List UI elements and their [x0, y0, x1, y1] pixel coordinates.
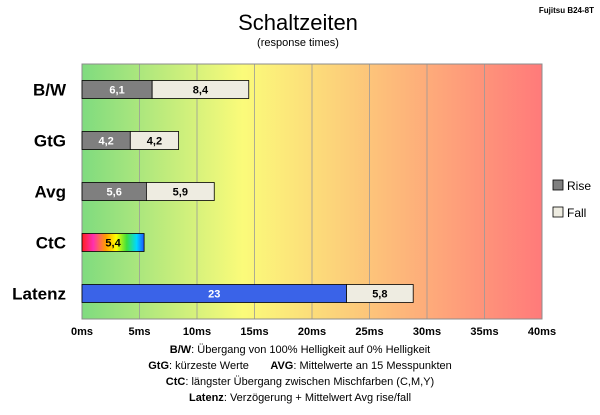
category-label: B/W [33, 81, 67, 100]
x-tick-label: 0ms [71, 326, 93, 338]
bar-value-label-fall: 4,2 [147, 136, 162, 148]
note-avg-text: Mittelwerte an 15 Messpunkten [299, 360, 452, 372]
note-latenz: Latenz: Verzögerung + Mittelwert Avg ris… [188, 392, 412, 404]
legend-swatch-rise [552, 179, 564, 191]
note-ctc-label: CtC [165, 376, 186, 388]
x-tick-label: 10ms [183, 326, 211, 338]
chart-subtitle: (response times) [257, 37, 339, 49]
bar-value-label: 5,4 [105, 238, 121, 250]
x-tick-label: 30ms [413, 326, 441, 338]
note-latenz-text: Verzögerung + Mittelwert Avg rise/fall [229, 392, 412, 404]
legend-label-fall: Fall [567, 206, 586, 220]
bar-fall [346, 284, 414, 303]
note-ctc: CtC: längster Übergang zwischen Mischfar… [165, 376, 435, 388]
category-labels: B/W GtG Avg CtC Latenz [12, 81, 67, 304]
bar-value-label-fall: 5,8 [372, 289, 387, 301]
category-label: Avg [35, 183, 67, 202]
x-axis-tick-labels: 0ms 5ms 10ms 15ms 20ms 25ms 30ms 35ms 40ms [71, 326, 556, 338]
chart-title: Schaltzeiten [238, 10, 358, 35]
bar-fall [145, 182, 215, 201]
bar-value-label-rise: 5,6 [107, 187, 122, 199]
note-gtg-text: kürzeste Werte [175, 360, 249, 372]
category-label: CtC [36, 234, 66, 253]
note-gtg-avg: GtG: kürzeste Werte AVG: Mittelwerte an … [148, 360, 452, 372]
note-gtg-label: GtG [148, 360, 170, 372]
legend-label-rise: Rise [567, 179, 591, 193]
bar-marks: 6,1 8,4 4,2 4,2 5,6 5,9 5,4 23 5,8 [81, 80, 414, 303]
note-ctc-text: längster Übergang zwischen Mischfarben (… [191, 376, 435, 388]
x-tick-label: 40ms [528, 326, 556, 338]
note-bw: B/W: Übergang von 100% Helligkeit auf 0%… [169, 344, 431, 356]
bar-value-label-rise: 4,2 [99, 136, 114, 148]
legend-swatch-fall [552, 206, 564, 218]
x-tick-label: 15ms [240, 326, 268, 338]
category-label: GtG [34, 132, 66, 151]
bar-value-label-fall: 8,4 [193, 85, 209, 97]
x-tick-label: 35ms [470, 326, 498, 338]
x-tick-label: 20ms [298, 326, 326, 338]
note-bw-text: Übergang von 100% Helligkeit auf 0% Hell… [197, 344, 431, 356]
bar-ctc [81, 233, 145, 252]
x-tick-label: 25ms [355, 326, 383, 338]
bar-fall [151, 80, 250, 99]
bar-fall [129, 131, 180, 150]
note-latenz-label: Latenz [188, 392, 224, 404]
bar-value-label-rise: 6,1 [109, 85, 124, 97]
x-tick-label: 5ms [128, 326, 150, 338]
legend: Rise Fall [552, 179, 591, 220]
monitor-model-label: Fujitsu B24-8T [539, 6, 594, 15]
note-avg-label: AVG [270, 360, 294, 372]
bar-value-label-rise: 23 [208, 289, 220, 301]
note-bw-label: B/W [169, 344, 192, 356]
category-label: Latenz [12, 285, 66, 304]
bar-value-label-fall: 5,9 [173, 187, 188, 199]
